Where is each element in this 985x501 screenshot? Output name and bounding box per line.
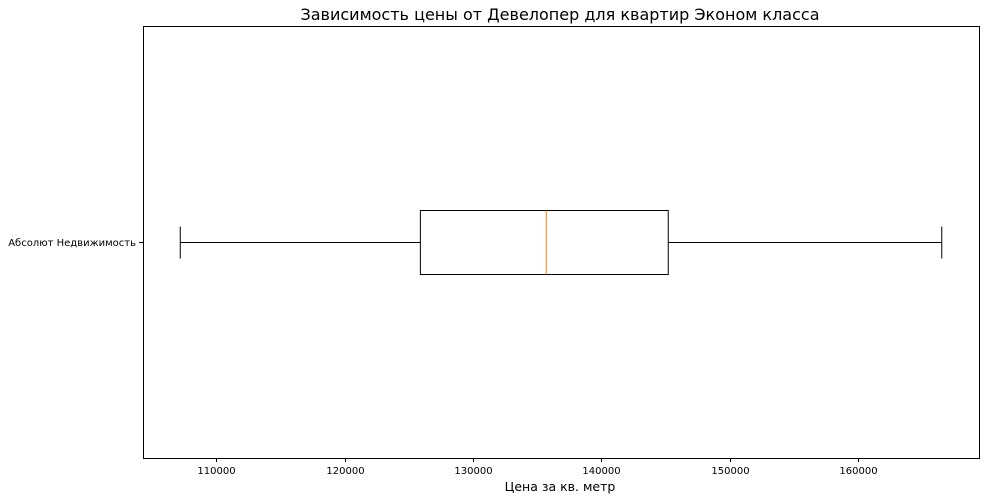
x-tick-label: 140000 [582,466,620,477]
x-tick-label: 130000 [454,466,492,477]
iqr-box [419,210,669,275]
x-tick-label: 150000 [711,466,749,477]
y-tick-label: Абсолют Недвижимость [8,238,136,249]
x-tick-label: 160000 [839,466,877,477]
plot-area-frame [143,26,980,459]
box-series [179,210,943,275]
chart-title: Зависимость цены от Девелопер для кварти… [300,5,819,24]
x-tick-label: 110000 [197,466,235,477]
y-axis-ticks: Абсолют Недвижимость [8,238,143,249]
x-tick-label: 120000 [326,466,364,477]
x-axis-label: Цена за кв. метр [505,479,616,494]
x-axis-ticks: 110000 120000 130000 140000 150000 160000 [197,458,878,477]
